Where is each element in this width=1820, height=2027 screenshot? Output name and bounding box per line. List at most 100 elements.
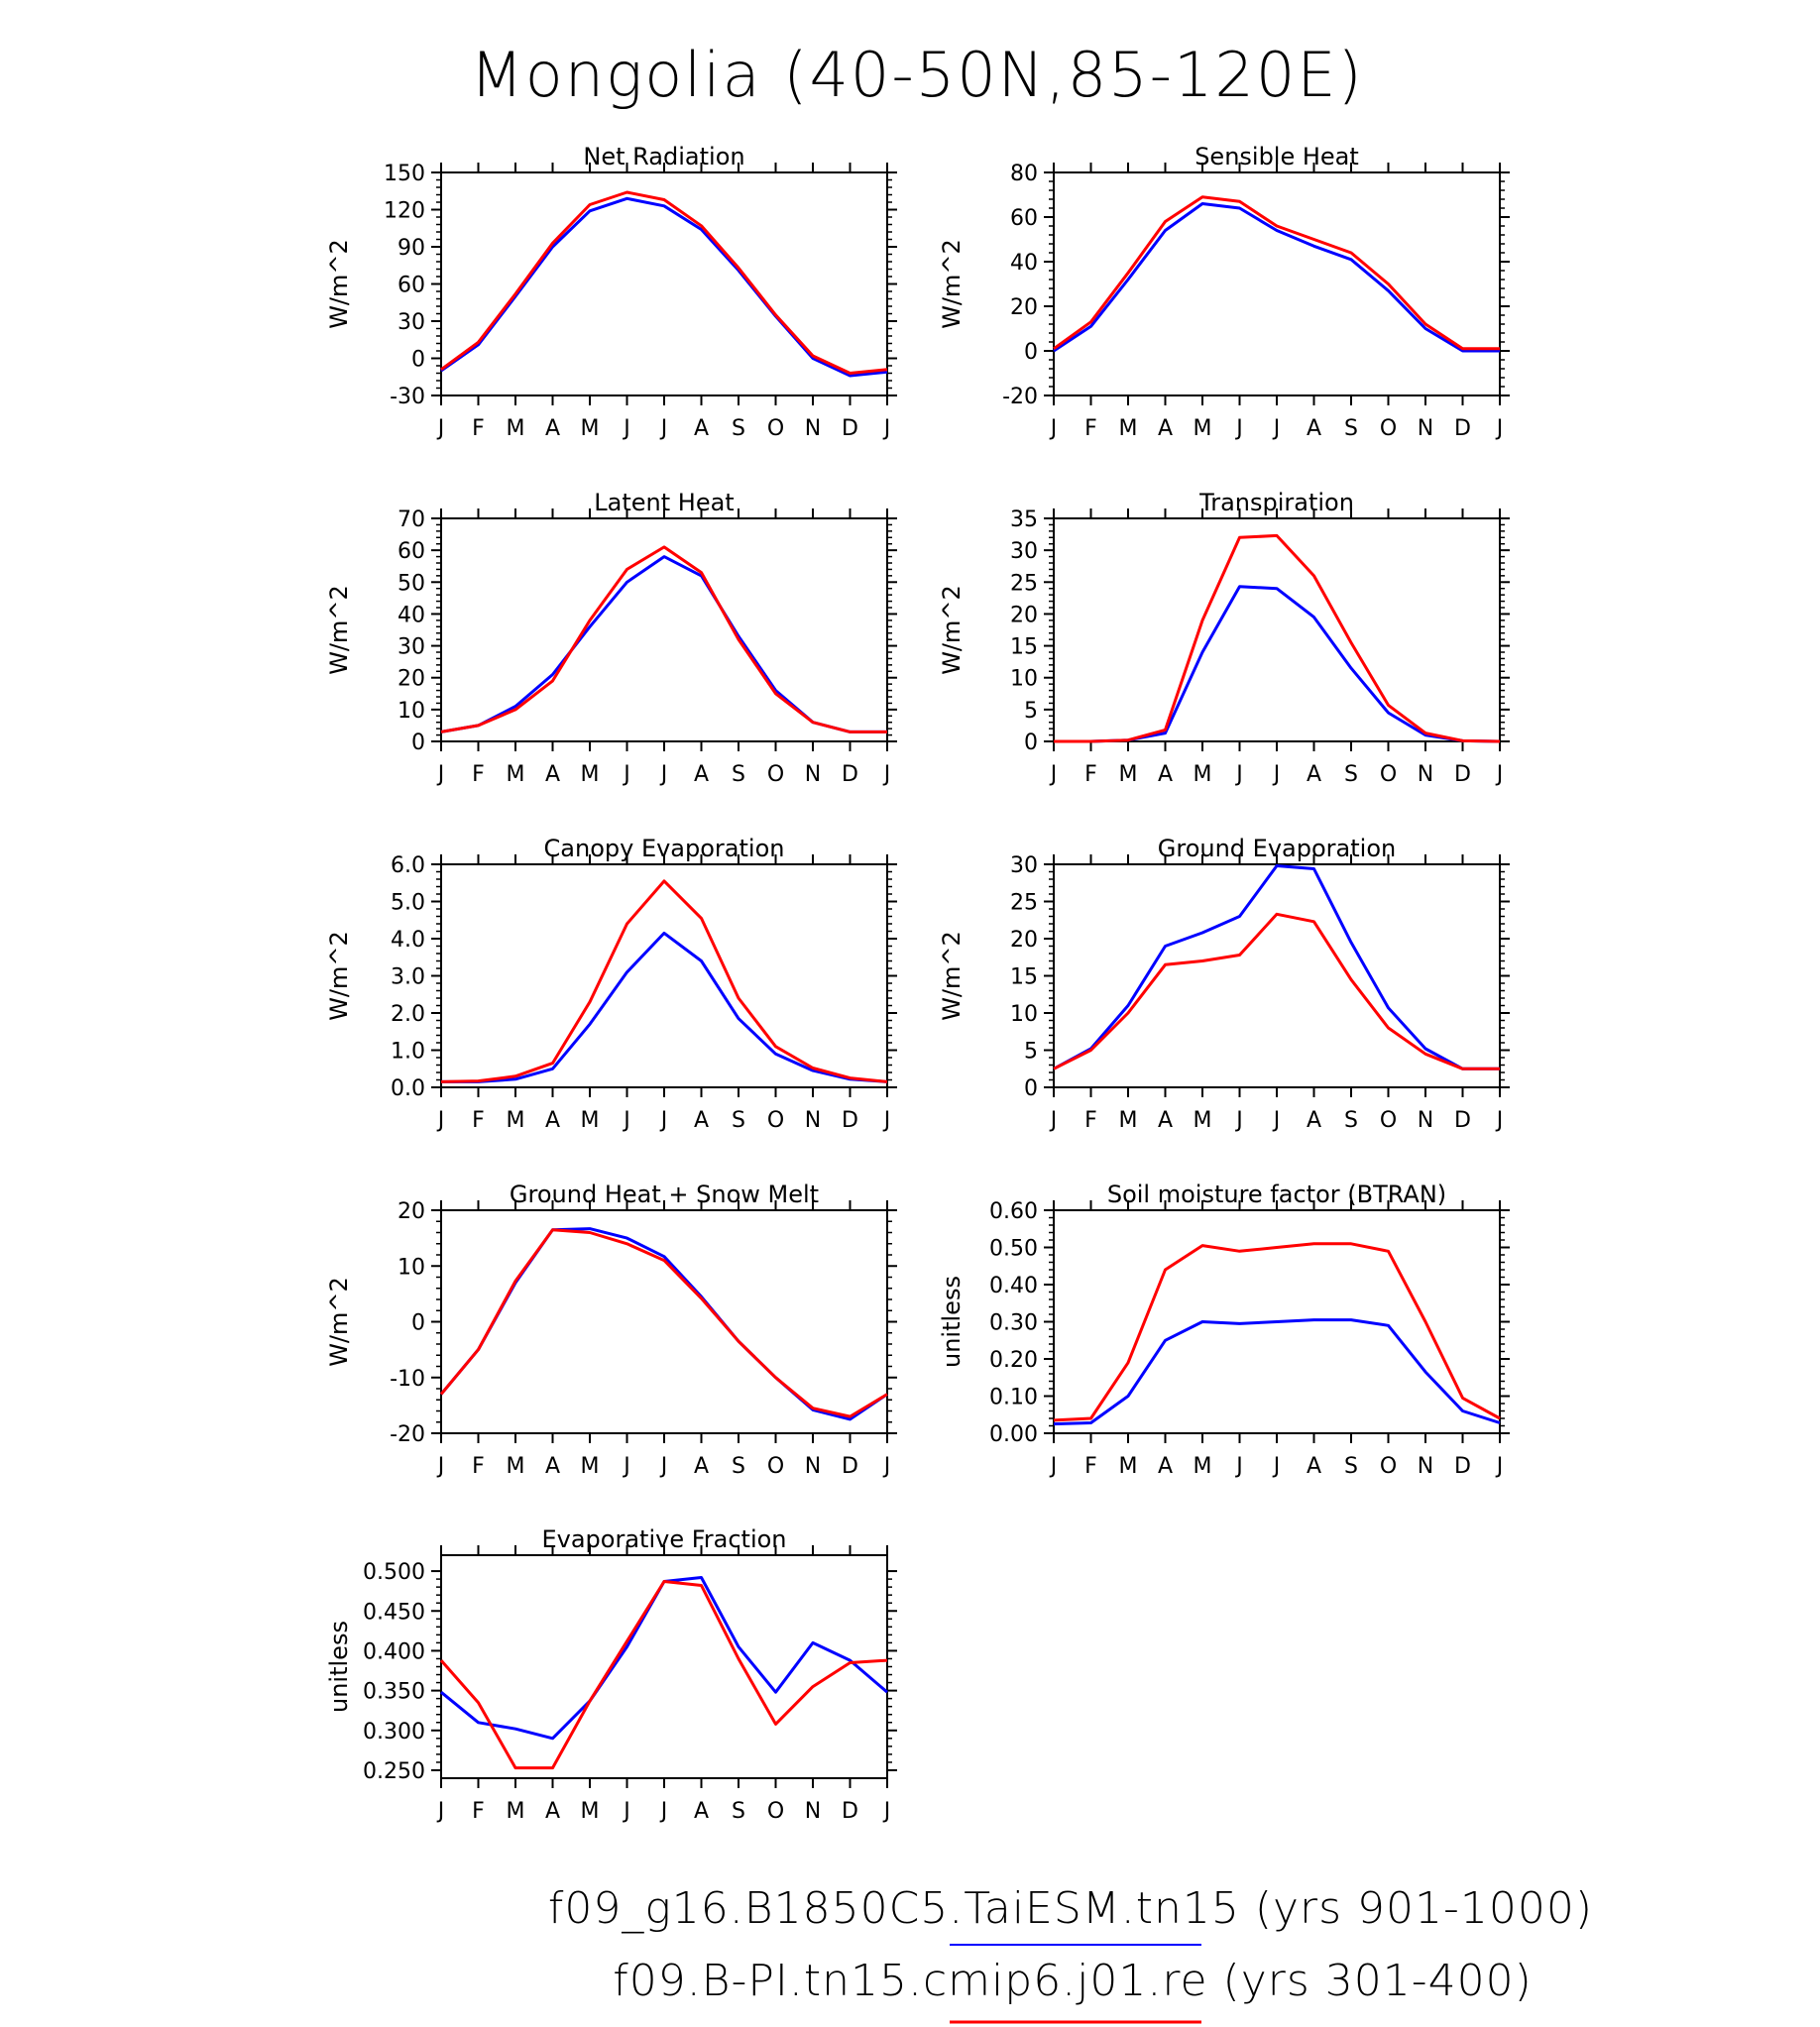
plot-frame [440,1554,888,1779]
series-line-case2 [440,545,887,733]
series-line-case2 [1053,912,1500,1070]
x-tick-label: J [659,1454,668,1479]
y-tick-label: 0 [411,348,425,373]
x-tick-label: J [436,416,445,441]
y-tick-label: 0.00 [989,1422,1038,1447]
x-tick-label: J [1234,1108,1243,1133]
x-tick-label: D [842,1108,858,1133]
y-tick-label: 20 [398,1199,425,1224]
y-tick-label: 50 [398,571,425,596]
x-tick-label: S [1344,1108,1358,1133]
x-tick-label: J [659,1108,668,1133]
series-line-case2 [439,1228,888,1418]
x-tick-label: O [767,1108,784,1133]
x-tick-label: M [1119,1108,1138,1133]
x-tick-label: J [1272,1108,1281,1133]
y-axis-label: W/m^2 [938,239,966,329]
x-tick-label: N [1418,416,1433,441]
y-tick-label: 1.0 [391,1040,425,1065]
x-tick-label: J [882,1799,891,1824]
y-tick-label: 15 [1010,965,1038,990]
x-tick-label: S [732,1108,745,1133]
x-tick-label: J [882,762,891,787]
plot-frame [440,1209,888,1434]
y-tick-label: 150 [384,162,425,186]
x-tick-label: M [1119,416,1138,441]
series-line-case1 [440,555,887,733]
x-tick-label: S [732,1454,745,1479]
series-line-case2 [439,1580,888,1770]
x-tick-label: D [842,416,858,441]
y-axis-label: unitless [325,1621,353,1713]
x-tick-label: S [1344,416,1358,441]
x-tick-label: A [545,416,560,441]
x-tick-label: M [507,762,525,787]
x-tick-label: F [472,1799,485,1824]
x-tick-label: F [1084,416,1097,441]
x-tick-label: M [1119,1454,1138,1479]
figure-title: Mongolia (40-50N,85-120E) [470,39,1363,111]
y-axis-label: W/m^2 [938,585,966,675]
y-axis-label: W/m^2 [938,931,966,1021]
y-tick-label: 20 [1010,295,1038,320]
x-tick-label: M [581,1108,600,1133]
y-axis-label: W/m^2 [325,1277,353,1367]
x-tick-label: F [1084,1454,1097,1479]
y-tick-label: -20 [1002,385,1038,409]
x-tick-label: M [581,1799,600,1824]
x-tick-label: O [1380,1108,1397,1133]
x-tick-label: O [767,762,784,787]
y-axis-label: W/m^2 [325,585,353,675]
y-tick-label: 0.0 [391,1076,425,1101]
chart-panel: Canopy Evaporation0.01.02.03.04.05.06.0J… [325,835,897,1133]
x-tick-label: A [545,1108,560,1133]
y-tick-label: 30 [398,635,425,660]
x-tick-label: N [1418,762,1433,787]
x-tick-label: A [694,416,709,441]
x-tick-label: J [1272,1454,1281,1479]
y-tick-label: 0.60 [989,1199,1038,1224]
y-tick-label: 40 [1010,251,1038,276]
x-tick-label: A [694,762,709,787]
x-tick-label: O [767,416,784,441]
x-tick-label: J [882,416,891,441]
x-tick-label: M [581,1454,600,1479]
y-tick-label: 0 [1024,731,1038,755]
x-tick-label: O [1380,1454,1397,1479]
y-tick-label: 20 [1010,928,1038,953]
x-tick-label: O [767,1454,784,1479]
x-tick-label: J [882,1108,891,1133]
x-tick-label: N [805,416,821,441]
chart-panel: Soil moisture factor (BTRAN)0.000.100.20… [938,1181,1510,1479]
y-tick-label: 0.30 [989,1311,1038,1336]
y-tick-label: 60 [398,539,425,564]
legend: f09_g16.B1850C5.TaiESM.tn15 (yrs 901-100… [548,1883,1592,2024]
x-tick-label: J [1495,762,1504,787]
y-axis-label: W/m^2 [325,239,353,329]
y-tick-label: 0.20 [989,1348,1038,1373]
x-tick-label: N [805,1108,821,1133]
series-line-case1 [440,1576,888,1741]
series-line-case1 [1053,864,1500,1070]
x-tick-label: N [1418,1454,1433,1479]
x-tick-label: D [1454,762,1471,787]
x-tick-label: J [622,762,630,787]
x-tick-label: M [581,762,600,787]
y-tick-label: 70 [398,507,425,532]
series-line-case1 [440,196,888,378]
series-line-case2 [1053,1242,1501,1422]
x-tick-label: J [659,762,668,787]
y-axis-label: W/m^2 [325,931,353,1021]
x-tick-label: J [659,416,668,441]
y-tick-label: 15 [1010,635,1038,660]
series-line-case1 [1054,585,1501,743]
x-tick-label: J [1495,1454,1504,1479]
x-tick-label: S [732,762,745,787]
x-tick-label: J [622,416,630,441]
x-tick-label: A [1158,416,1173,441]
y-tick-label: 5 [1024,1040,1038,1065]
